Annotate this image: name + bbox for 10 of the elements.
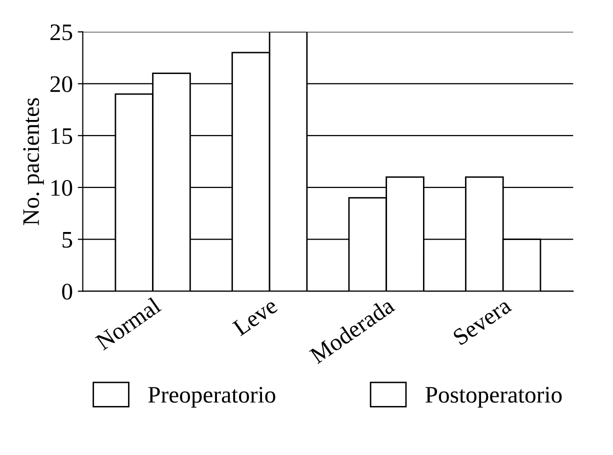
legend-label: Preoperatorio [148,386,276,408]
y-axis-title: No. pacientes [23,98,44,226]
y-tick-label: 0 [62,284,72,300]
x-tick-label: Leve [232,297,278,336]
y-tick-label: 5 [62,232,72,248]
y-tick-label: 15 [52,128,72,144]
y-tick-label: 10 [52,180,72,196]
legend-label: Postoperatorio [426,386,562,408]
y-tick-label: 25 [50,24,72,40]
y-tick-label: 20 [50,76,72,92]
